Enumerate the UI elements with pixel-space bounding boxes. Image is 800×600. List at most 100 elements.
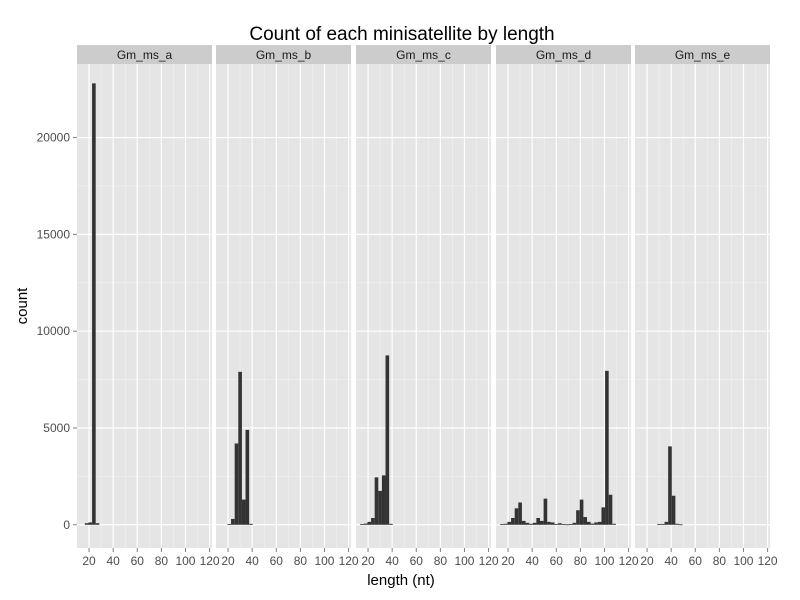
bar	[572, 522, 577, 525]
facet-panel-2: Gm_ms_c 20 40 60 80 100 120	[356, 45, 499, 568]
bar	[583, 517, 588, 525]
bar	[360, 524, 364, 525]
x-tick-label: 120	[758, 554, 778, 568]
facet-panel-0: Gm_ms_a 20 40 60 80 100 120	[77, 45, 220, 568]
bar	[507, 521, 512, 525]
bar	[371, 517, 375, 525]
bar	[249, 523, 253, 525]
bar	[238, 371, 242, 525]
bar	[587, 521, 591, 525]
bar	[381, 475, 386, 525]
bar	[660, 523, 665, 525]
x-tick-label: 20	[221, 554, 235, 568]
facet-panel-3: Gm_ms_d 20 40 60 80 100 120	[496, 45, 639, 568]
facet-strip	[356, 45, 491, 64]
bar	[521, 520, 526, 525]
bar	[543, 498, 548, 525]
panel-background	[356, 64, 491, 548]
bar	[590, 523, 595, 525]
bar	[385, 355, 390, 525]
bar	[550, 522, 555, 525]
bar	[568, 523, 573, 525]
x-tick-label: 120	[339, 554, 359, 568]
x-tick-label: 60	[410, 554, 424, 568]
bar	[88, 522, 93, 525]
y-tick-label: 15000	[37, 227, 71, 241]
bar	[511, 517, 515, 525]
x-tick-label: 100	[314, 554, 334, 568]
x-tick-label: 40	[245, 554, 259, 568]
x-tick-label: 60	[689, 554, 703, 568]
y-tick-label: 20000	[37, 131, 71, 145]
bar	[657, 524, 661, 525]
x-tick-label: 100	[594, 554, 614, 568]
x-tick-label: 40	[664, 554, 678, 568]
bar	[539, 520, 544, 525]
bar	[597, 521, 602, 525]
x-tick-label: 20	[501, 554, 515, 568]
y-tick-label: 10000	[37, 324, 71, 338]
x-tick-label: 120	[479, 554, 499, 568]
bar	[558, 523, 562, 525]
facet-strip	[635, 45, 770, 64]
x-tick-label: 80	[434, 554, 448, 568]
x-tick-label: 20	[82, 554, 96, 568]
facet-strip-label: Gm_ms_b	[256, 48, 312, 62]
bar	[576, 510, 580, 525]
x-tick-label: 100	[175, 554, 195, 568]
bar	[363, 523, 368, 525]
bar	[547, 521, 551, 525]
bar	[367, 521, 372, 525]
x-tick-label: 100	[733, 554, 753, 568]
bar	[231, 518, 235, 525]
bar	[554, 523, 559, 525]
bar	[668, 446, 672, 525]
x-tick-label: 20	[361, 554, 375, 568]
bar	[608, 494, 613, 525]
bar	[536, 517, 540, 525]
x-tick-label: 40	[525, 554, 539, 568]
facet-panel-1: Gm_ms_b 20 40 60 80 100 120	[216, 45, 359, 568]
facet-strip-label: Gm_ms_e	[675, 48, 731, 62]
x-tick-label: 20	[640, 554, 654, 568]
bar	[664, 521, 669, 525]
bar	[518, 502, 522, 525]
x-tick-label: 60	[270, 554, 284, 568]
x-tick-label: 40	[385, 554, 399, 568]
bar	[500, 524, 504, 525]
bar	[234, 443, 239, 525]
x-tick-label: 40	[106, 554, 120, 568]
facet-panels: Gm_ms_a 20 40 60 80 100 120 Gm_ms_b 20 40 60 80 100 1…	[37, 45, 778, 568]
facet-strip-label: Gm_ms_c	[396, 48, 451, 62]
bar	[227, 524, 232, 525]
facet-strip	[496, 45, 631, 64]
bar	[374, 477, 379, 525]
panel-background	[77, 64, 212, 548]
bar	[245, 429, 250, 525]
x-tick-label: 80	[574, 554, 588, 568]
y-tick-label: 5000	[43, 421, 70, 435]
x-tick-label: 120	[200, 554, 220, 568]
bar	[378, 490, 382, 525]
bar	[594, 522, 598, 525]
facet-strip	[77, 45, 212, 64]
bar	[529, 523, 533, 525]
x-tick-label: 60	[550, 554, 564, 568]
bar	[389, 523, 393, 525]
bar	[605, 370, 609, 525]
x-tick-label: 80	[713, 554, 727, 568]
y-axis-title: count	[14, 287, 31, 325]
bar	[565, 524, 569, 526]
facet-panel-4: Gm_ms_e 20 40 60 80 100 120	[635, 45, 778, 568]
bar	[514, 508, 519, 525]
bar	[532, 522, 537, 525]
facet-strip-label: Gm_ms_d	[536, 48, 591, 62]
bar	[525, 522, 530, 525]
x-tick-label: 100	[454, 554, 474, 568]
bar	[678, 524, 683, 526]
panel-background	[635, 64, 770, 548]
bar	[241, 499, 246, 525]
bar	[503, 523, 508, 525]
bar	[95, 523, 100, 525]
